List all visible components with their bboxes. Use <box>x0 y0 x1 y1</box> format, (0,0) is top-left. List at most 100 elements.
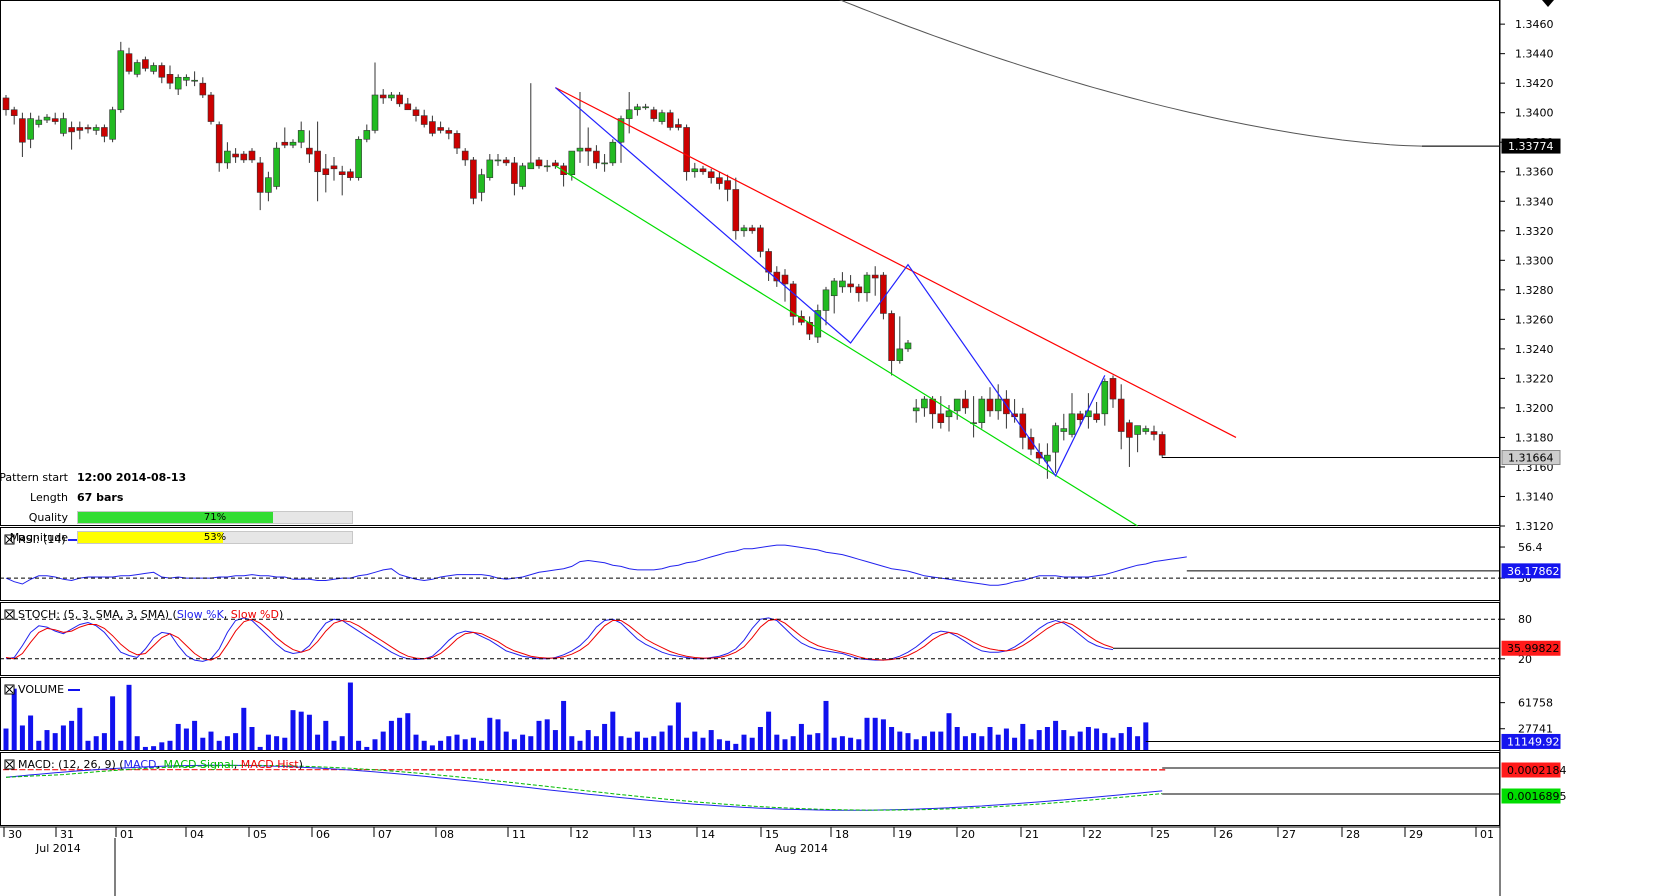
candle-body <box>1126 422 1133 438</box>
macd-hist-bar <box>954 769 961 771</box>
candle <box>732 177 740 240</box>
macd-hist-bar <box>257 769 264 771</box>
candle-body <box>76 127 84 131</box>
scroll-arrow-icon[interactable] <box>1542 0 1554 7</box>
volume-bar <box>610 711 616 750</box>
macd-hist-bar <box>216 769 223 771</box>
volume-bar <box>44 730 50 750</box>
macd-hist-bar <box>1011 769 1018 771</box>
ma-value-label: 1.33774 <box>1508 140 1554 153</box>
candle <box>494 154 502 166</box>
macd-title-close-icon <box>5 760 14 769</box>
candle <box>396 92 403 107</box>
candle <box>174 74 182 95</box>
candle <box>757 224 764 258</box>
stochastic-pane: STOCH: (5, 3, SMA, 3, SMA) (Slow %K, Slo… <box>0 608 1500 662</box>
candle-body <box>568 150 576 175</box>
candle <box>634 103 641 116</box>
candle-body <box>470 159 477 199</box>
candle-body <box>593 150 600 164</box>
macd-hist-bar <box>19 769 26 771</box>
volume-bar <box>1143 722 1149 750</box>
candle <box>281 127 289 149</box>
macd-hist-bar <box>44 769 50 771</box>
macd-hist-bar <box>396 769 403 771</box>
macd-hist-bar <box>757 769 764 771</box>
macd-hist-bar <box>1052 769 1059 771</box>
date-tick-label: 13 <box>638 828 652 841</box>
volume-bar <box>421 740 427 750</box>
volume-bar <box>831 737 837 750</box>
volume-bar <box>183 728 189 750</box>
candle-body <box>420 115 428 125</box>
candle-body <box>43 116 51 121</box>
candle-body <box>781 274 789 285</box>
macd-hist-bar <box>552 769 559 771</box>
pattern-start-row: Pattern start 12:00 2014-08-13 <box>0 470 360 486</box>
volume-bar <box>839 736 845 750</box>
macd-hist-bar <box>946 769 952 771</box>
volume-bar <box>1020 723 1026 750</box>
macd-hist-bar <box>445 769 452 771</box>
volume-bar <box>708 730 714 750</box>
date-tick-label: 31 <box>60 828 74 841</box>
candle <box>921 396 928 417</box>
macd-hist-bar <box>601 769 608 771</box>
month-label: Jul 2014 <box>35 842 81 855</box>
volume-bar <box>118 740 124 750</box>
volume-bar <box>306 714 312 750</box>
volume-bar <box>667 725 673 750</box>
quality-value: 71% <box>203 512 227 523</box>
candle <box>535 156 543 169</box>
macd-hist-bar <box>896 769 903 771</box>
rsi-line <box>5 544 1187 586</box>
candle-body <box>494 159 502 162</box>
macd-hist-bar <box>1077 769 1084 771</box>
candle-body <box>240 153 248 161</box>
candle <box>699 165 707 175</box>
candle-body <box>863 274 871 294</box>
volume-bar <box>856 739 862 750</box>
candle-body <box>814 310 822 338</box>
date-tick-label: 21 <box>1025 828 1039 841</box>
macd-hist-bar <box>593 769 600 771</box>
candle <box>215 121 223 172</box>
current-price-box <box>1501 450 1561 466</box>
macd-hist-bar <box>462 769 469 771</box>
candle-body <box>904 342 912 350</box>
volume-bar <box>798 723 804 750</box>
candle <box>806 316 813 341</box>
candle <box>970 396 977 438</box>
volume-bar <box>528 736 534 750</box>
macd-title-text: MACD: (12, 26, 9) ( <box>18 758 124 771</box>
macd-hist-bar <box>437 769 444 771</box>
volume-bar <box>364 746 370 750</box>
candle-body <box>68 127 75 133</box>
candle <box>19 112 26 157</box>
volume-bar <box>134 736 140 750</box>
macd-hist-current-label: 0.0002184 <box>1507 764 1567 777</box>
macd-hist-bar <box>1069 769 1075 771</box>
volume-bar <box>511 739 517 750</box>
candle <box>379 89 387 104</box>
candle-body <box>789 283 797 317</box>
candle <box>330 156 338 181</box>
volume-bar <box>495 719 501 750</box>
quality-bar: 71% <box>77 511 353 524</box>
candle <box>962 390 969 414</box>
volume-bar <box>1077 731 1083 750</box>
volume-bar <box>356 740 362 750</box>
volume-bar <box>290 710 296 750</box>
candle-body <box>133 62 141 75</box>
macd-hist-bar <box>495 769 501 771</box>
pattern-start-value: 12:00 2014-08-13 <box>77 471 187 484</box>
candle <box>306 130 313 163</box>
macd-legend-signal: MACD Signal <box>164 758 234 771</box>
candle-body <box>527 162 535 170</box>
volume-bar <box>249 727 255 750</box>
candle-body <box>314 150 321 173</box>
candle-body <box>355 138 362 178</box>
macd-pane: MACD: (12, 26, 9) (MACD, MACD Signal, MA… <box>3 758 1500 811</box>
candle-body <box>1101 381 1109 415</box>
candle-body <box>297 130 305 143</box>
